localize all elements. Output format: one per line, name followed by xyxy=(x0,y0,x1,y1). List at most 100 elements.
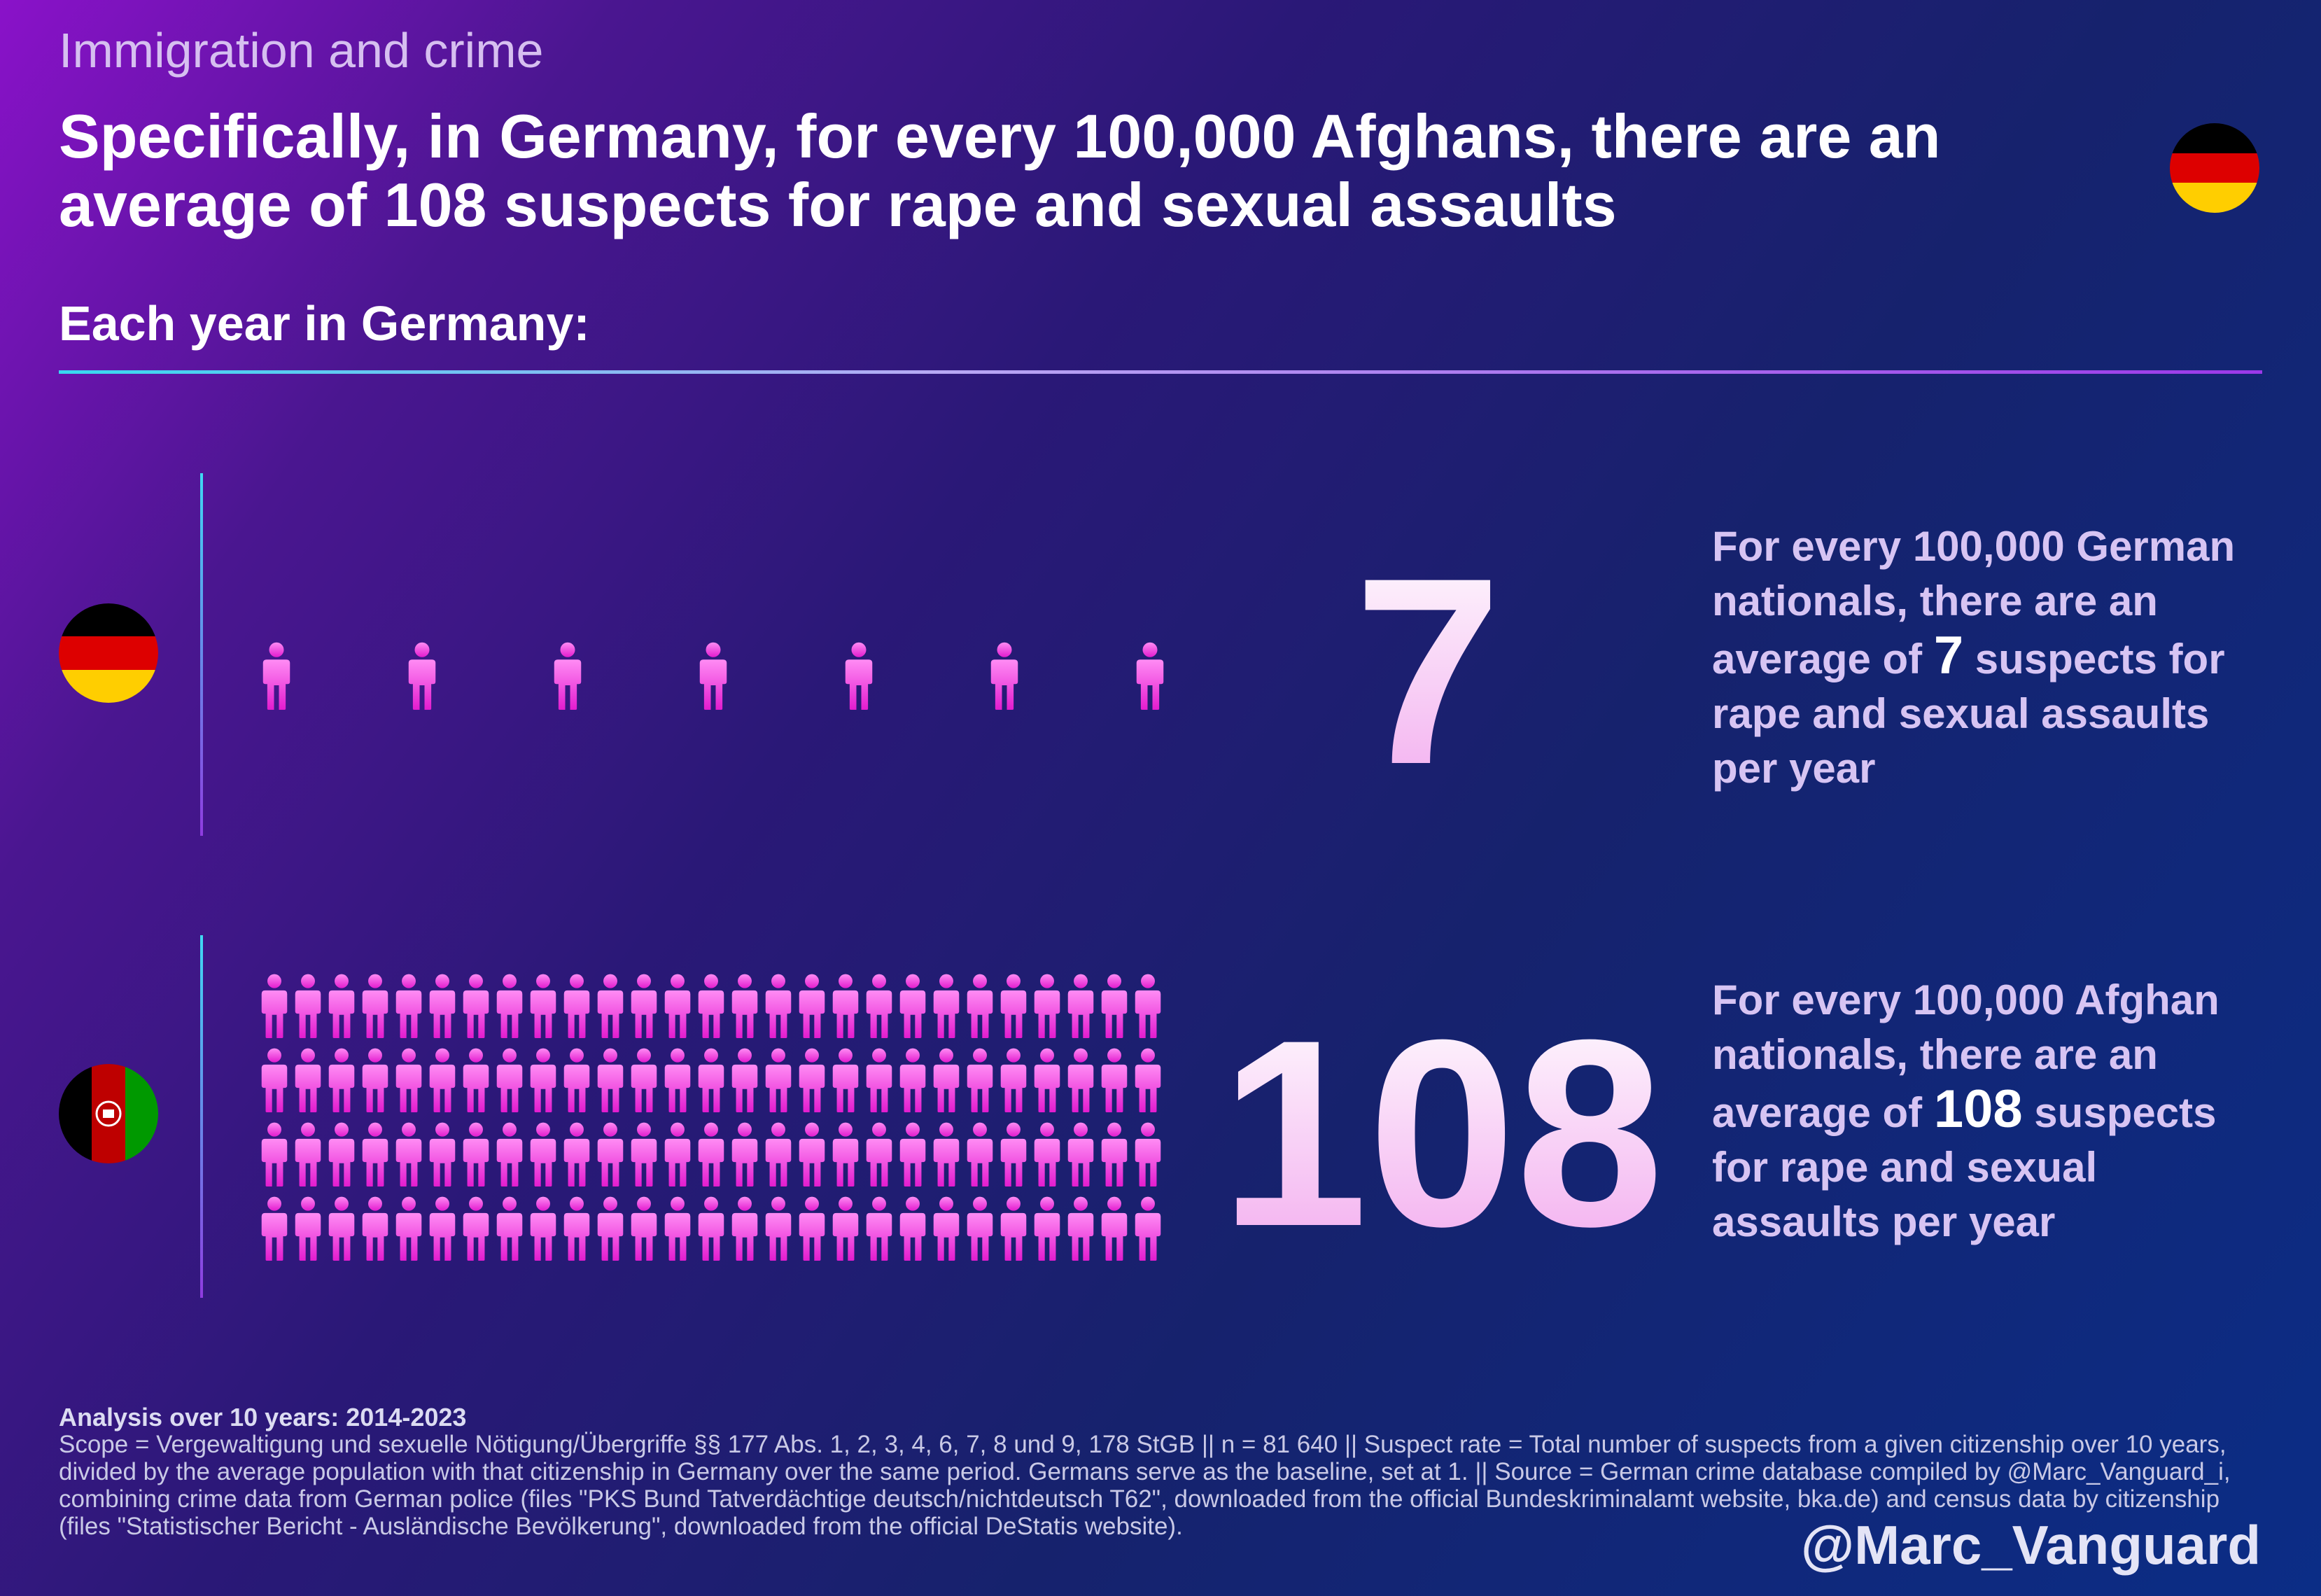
person-icon xyxy=(530,1196,556,1261)
person-icon xyxy=(933,1122,960,1186)
person-icon xyxy=(1101,1196,1128,1261)
person-icon xyxy=(698,974,724,1038)
person-icon xyxy=(631,1122,657,1186)
person-icon xyxy=(295,974,321,1038)
afghanistan-description: For every 100,000 Afghan nationals, ther… xyxy=(1712,973,2272,1250)
person-icon xyxy=(1000,974,1027,1038)
person-icon xyxy=(328,1048,355,1112)
description-value: 108 xyxy=(1933,1079,2023,1139)
person-icon xyxy=(1067,1048,1094,1112)
person-icon xyxy=(1136,642,1164,710)
person-icon xyxy=(1034,1122,1060,1186)
person-icon xyxy=(1034,1048,1060,1112)
description-text: For every 100,000 German nationals, ther… xyxy=(1712,523,2236,682)
person-icon xyxy=(563,1048,590,1112)
person-icon xyxy=(496,1048,523,1112)
person-icon xyxy=(967,1048,993,1112)
methodology-note: Scope = Vergewaltigung und sexuelle Nöti… xyxy=(59,1431,2231,1540)
person-icon xyxy=(967,1196,993,1261)
person-icon xyxy=(362,1196,388,1261)
person-icon xyxy=(765,974,792,1038)
person-icon xyxy=(496,1196,523,1261)
person-icon xyxy=(362,1048,388,1112)
divider xyxy=(59,370,2262,374)
person-icon xyxy=(563,1122,590,1186)
person-icon xyxy=(933,1048,960,1112)
supertitle: Immigration and crime xyxy=(59,23,544,78)
person-icon xyxy=(933,974,960,1038)
person-icon xyxy=(1000,1122,1027,1186)
person-icon xyxy=(799,1122,825,1186)
afghanistan-value-label: 108 xyxy=(1220,984,1664,1282)
person-icon xyxy=(765,1196,792,1261)
person-icon xyxy=(1067,1196,1094,1261)
person-icon xyxy=(664,974,691,1038)
person-icon xyxy=(664,1122,691,1186)
afghan-emblem-icon xyxy=(95,1100,122,1127)
person-icon xyxy=(765,1048,792,1112)
person-icon xyxy=(832,1048,859,1112)
person-icon xyxy=(262,642,290,710)
person-icon xyxy=(463,974,489,1038)
person-icon xyxy=(899,974,926,1038)
person-icon xyxy=(362,974,388,1038)
person-icon xyxy=(597,1048,624,1112)
person-icon xyxy=(328,1196,355,1261)
person-icon xyxy=(1000,1196,1027,1261)
person-icon xyxy=(866,1048,892,1112)
person-icon xyxy=(866,1122,892,1186)
person-icon xyxy=(731,1122,758,1186)
person-icon xyxy=(1000,1048,1027,1112)
person-icon xyxy=(395,1048,422,1112)
person-icon xyxy=(429,974,456,1038)
person-icon xyxy=(1067,974,1094,1038)
person-icon xyxy=(731,974,758,1038)
person-icon xyxy=(731,1196,758,1261)
person-icon xyxy=(362,1122,388,1186)
person-icon xyxy=(530,974,556,1038)
person-icon xyxy=(967,1122,993,1186)
description-value: 7 xyxy=(1933,626,1964,685)
person-icon xyxy=(765,1122,792,1186)
person-icon xyxy=(698,1048,724,1112)
person-icon xyxy=(899,1048,926,1112)
person-icon xyxy=(597,1196,624,1261)
person-icon xyxy=(799,974,825,1038)
person-icon xyxy=(295,1196,321,1261)
germany-description: For every 100,000 German nationals, ther… xyxy=(1712,519,2272,796)
person-icon xyxy=(597,974,624,1038)
person-icon xyxy=(597,1122,624,1186)
person-icon xyxy=(261,1122,288,1186)
person-icon xyxy=(261,1048,288,1112)
person-icon xyxy=(463,1048,489,1112)
person-icon xyxy=(933,1196,960,1261)
person-icon xyxy=(1101,1048,1128,1112)
person-icon xyxy=(799,1048,825,1112)
person-icon xyxy=(530,1048,556,1112)
person-icon xyxy=(496,974,523,1038)
person-icon xyxy=(563,974,590,1038)
page-title: Specifically, in Germany, for every 100,… xyxy=(59,102,1941,239)
person-icon xyxy=(899,1196,926,1261)
person-icon xyxy=(832,1196,859,1261)
afghanistan-icon-group xyxy=(261,974,1161,1261)
germany-value-label: 7 xyxy=(1354,522,1501,820)
person-icon xyxy=(631,974,657,1038)
person-icon xyxy=(530,1122,556,1186)
person-icon xyxy=(395,1122,422,1186)
description-text: For every 100,000 Afghan nationals, ther… xyxy=(1712,976,2220,1136)
germany-icon-group xyxy=(262,642,1164,710)
person-icon xyxy=(866,974,892,1038)
person-icon xyxy=(1101,1122,1128,1186)
person-icon xyxy=(395,1196,422,1261)
person-icon xyxy=(866,1196,892,1261)
person-icon xyxy=(699,642,727,710)
person-icon xyxy=(832,1122,859,1186)
person-icon xyxy=(1135,1048,1161,1112)
row-accent-line-germany xyxy=(200,473,203,836)
person-icon xyxy=(832,974,859,1038)
person-icon xyxy=(295,1048,321,1112)
row-accent-line-afghanistan xyxy=(200,935,203,1298)
person-icon xyxy=(1101,974,1128,1038)
person-icon xyxy=(261,974,288,1038)
